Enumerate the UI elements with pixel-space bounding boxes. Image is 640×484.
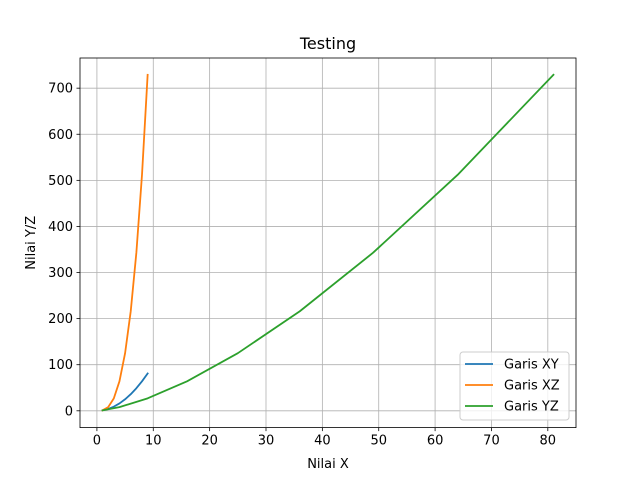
legend-box: [459, 351, 570, 421]
legend-label-garis-xy: Garis XY: [504, 358, 559, 373]
axes-frame: [79, 57, 577, 429]
x-tick-label: 50: [370, 434, 387, 449]
y-tick-label: 600: [48, 128, 73, 143]
legend-label-garis-yz: Garis YZ: [504, 400, 559, 415]
x-axis-label: Nilai X: [307, 457, 349, 472]
series-line-garis-xz: [101, 73, 149, 412]
legend: Garis XY Garis XZ Garis YZ: [459, 351, 570, 421]
series-line-garis-yz: [101, 73, 555, 412]
y-tick-label: 0: [65, 404, 73, 419]
y-tick-label: 300: [48, 266, 73, 281]
y-tick-label: 700: [48, 82, 73, 97]
y-tick-label: 100: [48, 358, 73, 373]
x-axis-ticks: 0 10 20 30 40 50 60 70 80: [93, 427, 557, 449]
chart-title: Testing: [299, 34, 356, 53]
y-axis-ticks: 0 100 200 300 400 500 600 700: [48, 82, 80, 419]
x-tick-label: 80: [540, 434, 557, 449]
x-tick-label: 40: [314, 434, 331, 449]
y-axis-label: Nilai Y/Z: [24, 216, 39, 270]
legend-label-garis-xz: Garis XZ: [504, 379, 560, 394]
x-tick-label: 20: [201, 434, 218, 449]
x-tick-label: 60: [427, 434, 444, 449]
x-tick-label: 30: [258, 434, 275, 449]
x-tick-label: 70: [483, 434, 500, 449]
x-tick-label: 10: [145, 434, 162, 449]
y-tick-label: 400: [48, 220, 73, 235]
x-tick-label: 0: [93, 434, 101, 449]
y-tick-label: 200: [48, 312, 73, 327]
y-tick-label: 500: [48, 174, 73, 189]
series-layer: [101, 73, 555, 412]
